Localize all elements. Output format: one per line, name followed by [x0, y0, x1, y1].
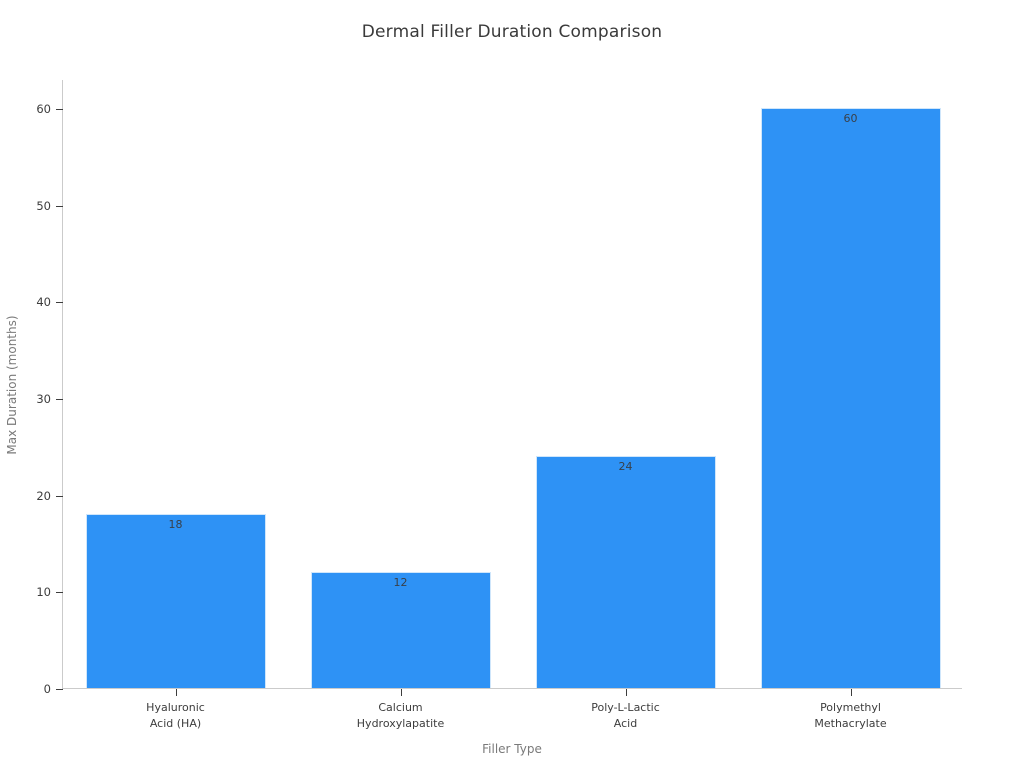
bar: 18 [85, 514, 266, 688]
x-axis-title: Filler Type [482, 742, 542, 756]
x-axis-category-label: Poly-L-Lactic Acid [591, 701, 660, 730]
y-axis-tick-mark [56, 205, 63, 207]
y-axis-tick-label: 10 [36, 585, 51, 600]
y-axis-tick-label: 40 [36, 295, 51, 310]
bar: 60 [760, 108, 941, 688]
bar-value-label: 60 [843, 112, 858, 125]
y-axis-tick-label: 60 [36, 102, 51, 116]
bar-value-label: 18 [168, 518, 183, 531]
x-axis-category-label: Polymethyl Methacrylate [814, 701, 887, 730]
y-axis-tick-mark [56, 592, 63, 594]
chart-title: Dermal Filler Duration Comparison [361, 22, 663, 42]
y-axis-tick-mark [56, 399, 63, 400]
bar-value-label: 12 [393, 576, 408, 589]
x-axis-category-label: Hyaluronic Acid (HA) [146, 701, 205, 730]
bar: 12 [310, 572, 491, 688]
y-axis-tick-label: 50 [36, 198, 51, 213]
x-axis-tick-mark [400, 689, 402, 696]
y-axis-title: Max Duration (months) [5, 315, 19, 455]
y-axis-tick-mark [56, 689, 63, 690]
y-axis-tick-mark [56, 109, 63, 110]
y-axis-tick-mark [56, 302, 63, 304]
bar-value-label: 24 [618, 460, 633, 473]
y-axis-tick-label: 20 [36, 488, 51, 503]
x-axis-tick-mark [175, 689, 177, 696]
x-axis-tick-mark [625, 689, 627, 696]
y-axis-tick-mark [56, 495, 63, 497]
y-axis-tick-label: 0 [43, 682, 51, 696]
plot-area: 0 10 20 30 40 50 60 18 Hyaluronic Acid (HA) 12 Cal… [36, 80, 962, 730]
y-axis-tick-label: 30 [36, 392, 51, 406]
x-axis-tick-mark [850, 689, 852, 696]
bar: 24 [535, 456, 716, 688]
x-axis-category-label: Calcium Hydroxylapatite [356, 701, 445, 730]
